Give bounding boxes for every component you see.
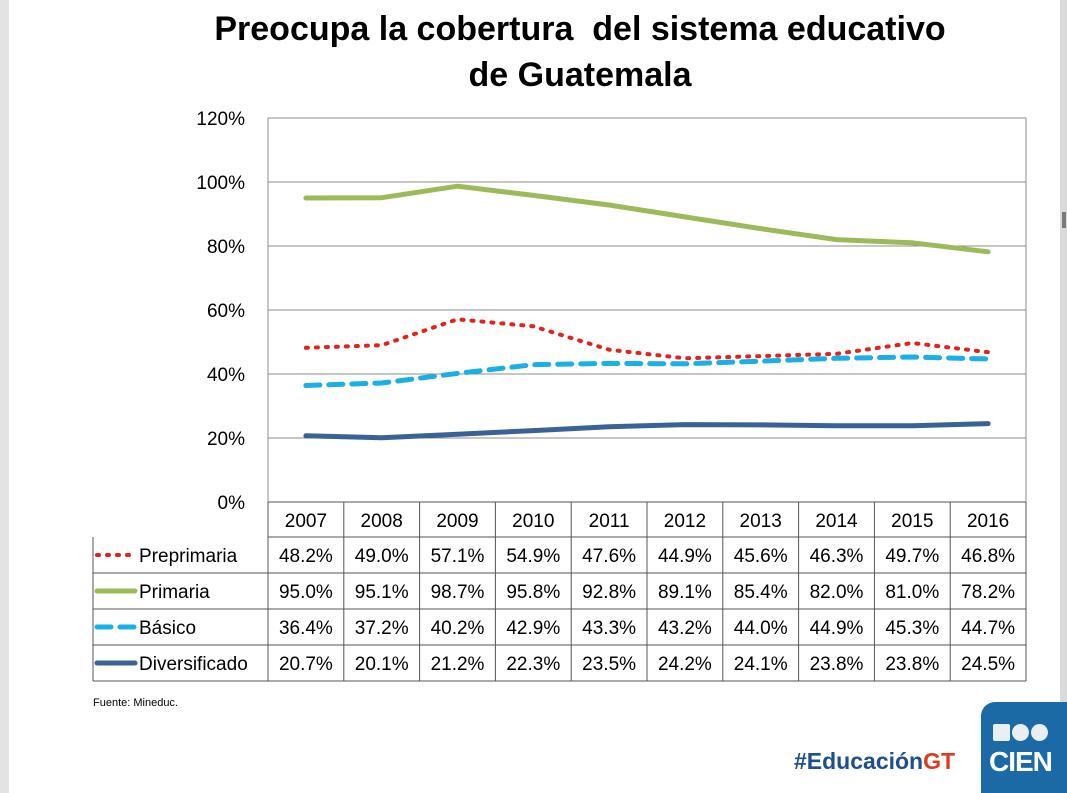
data-label: 89.1% — [658, 582, 712, 603]
data-label: 81.0% — [885, 582, 939, 603]
hashtag-main: #Educación — [794, 748, 924, 774]
data-label: 24.2% — [658, 654, 712, 675]
data-label: 23.5% — [582, 654, 636, 675]
data-label: 95.8% — [506, 582, 560, 603]
data-label: 44.9% — [810, 618, 864, 639]
series-name: Básico — [139, 618, 196, 639]
data-label: 95.0% — [279, 582, 333, 603]
y-tick-label: 100% — [196, 173, 245, 194]
data-label: 48.2% — [279, 546, 333, 567]
data-label: 78.2% — [961, 582, 1015, 603]
chart-title-line-1: Preocupa la cobertura del sistema educat… — [214, 10, 946, 48]
y-tick-label: 60% — [207, 301, 245, 322]
data-label: 82.0% — [810, 582, 864, 603]
data-label: 36.4% — [279, 618, 333, 639]
source-note: Fuente: Mineduc. — [93, 697, 178, 709]
data-label: 37.2% — [355, 618, 409, 639]
hashtag: #EducaciónGT — [794, 748, 955, 775]
x-category-label: 2012 — [664, 511, 706, 532]
scrollbar-thumb[interactable] — [1062, 212, 1066, 228]
x-category-label: 2010 — [512, 511, 554, 532]
cien-dots-icon — [993, 724, 1050, 746]
data-label: 57.1% — [431, 546, 485, 567]
data-label: 42.9% — [506, 618, 560, 639]
logo-text: CIEN — [989, 746, 1053, 777]
chart-title-line-2: de Guatemala — [468, 56, 692, 94]
series-line-diversificado — [303, 421, 991, 441]
data-label: 49.7% — [885, 546, 939, 567]
series-name: Preprimaria — [139, 546, 238, 567]
data-label: 47.6% — [582, 546, 636, 567]
data-label: 45.3% — [885, 618, 939, 639]
data-label: 43.2% — [658, 618, 712, 639]
data-label: 95.1% — [355, 582, 409, 603]
series-name: Primaria — [139, 582, 210, 603]
data-label: 21.2% — [431, 654, 485, 675]
data-label: 24.1% — [734, 654, 788, 675]
series-name: Diversificado — [139, 654, 248, 675]
data-label: 43.3% — [582, 618, 636, 639]
series-line-bsico — [303, 354, 991, 388]
data-label: 44.0% — [734, 618, 788, 639]
data-label: 44.9% — [658, 546, 712, 567]
y-tick-label: 0% — [218, 493, 246, 514]
x-category-label: 2008 — [361, 511, 403, 532]
cien-logo: CIEN — [981, 702, 1067, 793]
y-tick-label: 120% — [196, 109, 245, 130]
x-category-label: 2009 — [436, 511, 478, 532]
y-tick-label: 40% — [207, 365, 245, 386]
x-category-label: 2013 — [740, 511, 782, 532]
hashtag-accent: GT — [923, 748, 956, 774]
left-edge — [0, 0, 9, 793]
data-label: 85.4% — [734, 582, 788, 603]
data-label: 46.3% — [810, 546, 864, 567]
data-label: 22.3% — [506, 654, 560, 675]
x-category-label: 2007 — [285, 511, 327, 532]
data-label: 92.8% — [582, 582, 636, 603]
data-label: 20.7% — [279, 654, 333, 675]
data-label: 23.8% — [885, 654, 939, 675]
data-label: 49.0% — [355, 546, 409, 567]
x-category-label: 2014 — [815, 511, 858, 532]
series-line-preprimaria — [303, 317, 991, 361]
data-label: 40.2% — [431, 618, 485, 639]
data-label: 20.1% — [355, 654, 409, 675]
x-category-label: 2016 — [967, 511, 1009, 532]
x-category-label: 2015 — [891, 511, 933, 532]
data-label: 46.8% — [961, 546, 1015, 567]
data-label: 24.5% — [961, 654, 1015, 675]
data-label: 54.9% — [506, 546, 560, 567]
y-tick-label: 20% — [207, 429, 245, 450]
y-tick-label: 80% — [207, 237, 245, 258]
data-label: 45.6% — [734, 546, 788, 567]
x-category-label: 2011 — [589, 511, 630, 532]
data-label: 44.7% — [961, 618, 1015, 639]
scrollbar[interactable] — [1060, 0, 1067, 793]
series-line-primaria — [303, 183, 991, 255]
data-label: 23.8% — [810, 654, 864, 675]
data-label: 98.7% — [431, 582, 485, 603]
chart-title: Preocupa la cobertura del sistema educat… — [80, 6, 1067, 98]
